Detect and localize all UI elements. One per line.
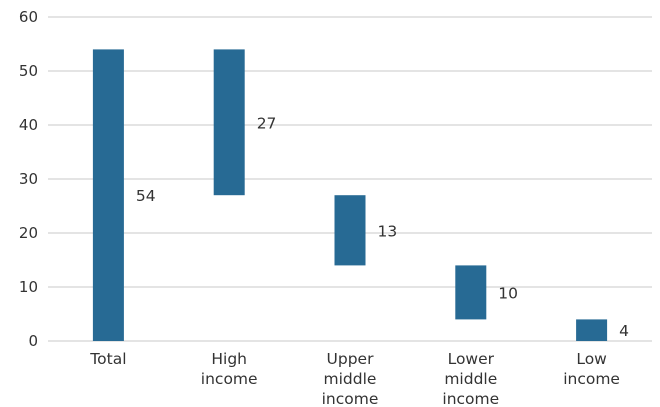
y-tick-label: 10 xyxy=(19,278,38,296)
data-label: 54 xyxy=(136,187,156,205)
y-tick-label: 50 xyxy=(19,62,38,80)
bar-upper-middle-income xyxy=(334,195,366,266)
data-labels: 54 27 13 10 4 xyxy=(136,114,629,340)
bar-total xyxy=(92,49,124,342)
x-category-label: Lower middle income xyxy=(442,350,499,407)
x-category-label: Upper middle income xyxy=(322,350,379,407)
x-category-label: Low income xyxy=(563,350,620,388)
y-tick-label: 60 xyxy=(19,8,38,26)
x-category-label: Total xyxy=(89,350,126,368)
bars xyxy=(92,49,608,342)
data-label: 4 xyxy=(619,322,629,340)
y-tick-label: 30 xyxy=(19,170,38,188)
y-axis-ticks: 0 10 20 30 40 50 60 xyxy=(19,8,38,350)
y-tick-label: 20 xyxy=(19,224,38,242)
bar-lower-middle-income xyxy=(455,265,487,320)
data-label: 13 xyxy=(378,222,398,240)
data-label: 10 xyxy=(498,284,518,302)
x-axis-categories: Total High income Upper middle income Lower mid… xyxy=(89,350,620,407)
y-tick-label: 0 xyxy=(28,332,38,350)
x-category-label: High income xyxy=(201,350,258,388)
bar-high-income xyxy=(213,49,245,196)
gridlines xyxy=(48,16,652,342)
y-tick-label: 40 xyxy=(19,116,38,134)
bar-low-income xyxy=(576,319,608,341)
data-label: 27 xyxy=(257,114,277,132)
